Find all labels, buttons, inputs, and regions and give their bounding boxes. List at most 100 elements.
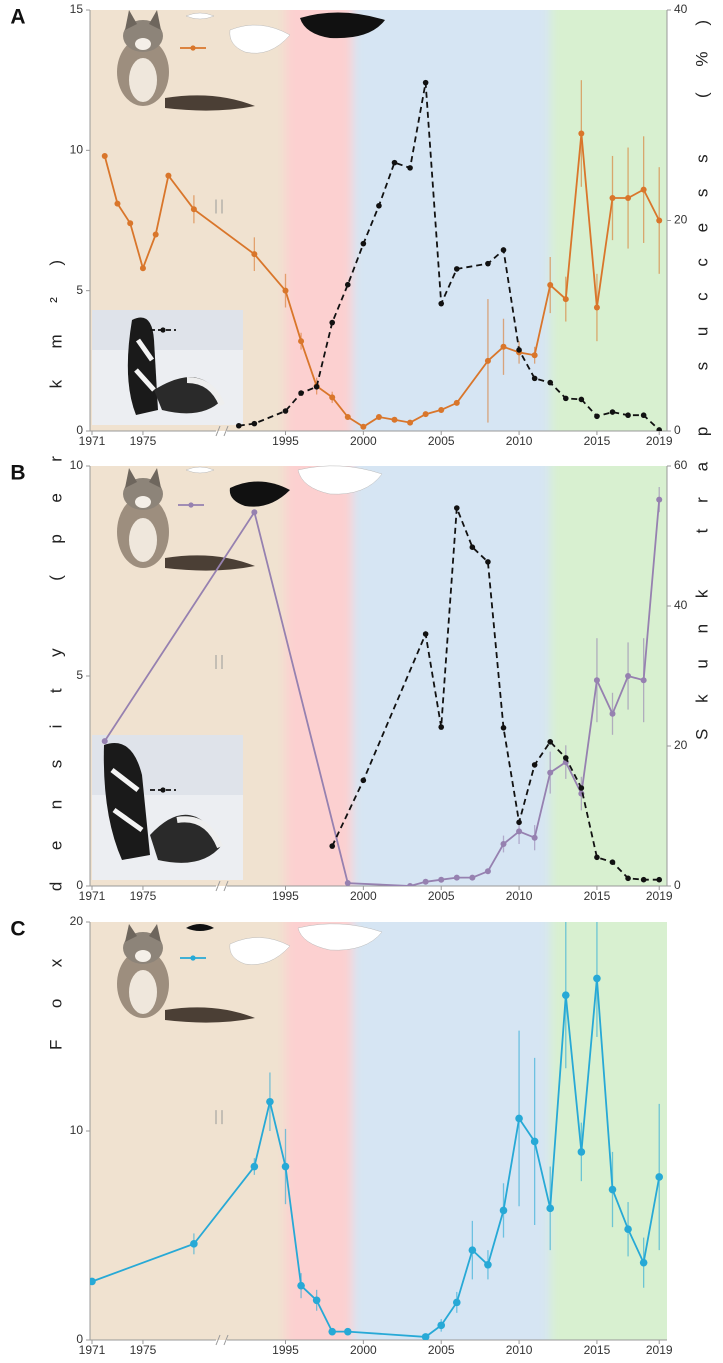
- data-point: [625, 673, 631, 679]
- x-tick-label: 1995: [272, 889, 299, 903]
- y-axis-label: Fox density (per km²): [46, 260, 65, 1050]
- data-point: [610, 859, 616, 865]
- panel-letter: C: [10, 918, 25, 941]
- data-point: [469, 1246, 477, 1254]
- legend-swatch-dot: [188, 502, 193, 507]
- panel-letter: B: [10, 462, 25, 485]
- data-point: [140, 265, 146, 271]
- data-point: [392, 160, 398, 166]
- y2-axis-label: Skunk trap success (%): [692, 20, 711, 740]
- data-point: [454, 875, 460, 881]
- data-point: [328, 1328, 336, 1336]
- data-point: [656, 218, 662, 224]
- x-tick-label: 2005: [428, 434, 455, 448]
- data-point: [127, 220, 133, 226]
- data-point: [191, 206, 197, 212]
- data-point: [624, 1225, 632, 1233]
- data-point: [438, 301, 444, 307]
- period-band: [352, 10, 550, 431]
- data-point: [114, 201, 120, 207]
- data-point: [423, 411, 429, 417]
- data-point: [485, 559, 491, 565]
- data-point: [298, 390, 304, 396]
- data-point: [453, 1299, 461, 1307]
- data-point: [345, 414, 351, 420]
- data-point: [547, 739, 553, 745]
- data-point: [547, 380, 553, 386]
- x-tick-label: 2010: [506, 434, 533, 448]
- data-point: [283, 288, 289, 294]
- y-tick-label: 0: [76, 423, 83, 437]
- x-tick-label: 2019: [646, 434, 673, 448]
- data-point: [563, 755, 569, 761]
- data-point: [610, 409, 616, 415]
- data-point: [236, 423, 242, 429]
- data-point: [532, 352, 538, 358]
- data-point: [345, 282, 351, 288]
- data-point: [102, 738, 108, 744]
- y2-tick-label: 0: [674, 878, 681, 892]
- x-tick-label: 1975: [130, 1343, 157, 1357]
- data-point: [609, 1186, 617, 1194]
- x-tick-label: 2005: [428, 1343, 455, 1357]
- skunk-photo: [92, 310, 243, 425]
- period-band: [550, 922, 687, 1340]
- data-point: [102, 153, 108, 159]
- data-point: [266, 1098, 274, 1106]
- x-tick-label: 2010: [506, 889, 533, 903]
- legend-swatch-dot: [190, 45, 195, 50]
- data-point: [641, 677, 647, 683]
- x-tick-label: 1995: [272, 1343, 299, 1357]
- x-tick-label: 1975: [130, 889, 157, 903]
- x-tick-label: 2000: [350, 889, 377, 903]
- data-point: [594, 305, 600, 311]
- data-point: [579, 397, 585, 403]
- y2-tick-label: 20: [674, 738, 688, 752]
- data-point: [329, 843, 335, 849]
- data-point: [532, 835, 538, 841]
- y2-tick-label: 20: [674, 213, 688, 227]
- data-point: [454, 400, 460, 406]
- x-tick-label: 2015: [584, 1343, 611, 1357]
- data-point: [501, 344, 507, 350]
- data-point: [656, 877, 662, 883]
- data-point: [282, 1163, 290, 1171]
- y2-tick-label: 60: [674, 458, 688, 472]
- data-point: [594, 677, 600, 683]
- data-point: [313, 1296, 321, 1304]
- data-point: [516, 347, 522, 353]
- skunk-photo: [92, 735, 243, 880]
- data-point: [546, 1205, 554, 1213]
- data-point: [407, 883, 413, 889]
- data-point: [500, 1207, 508, 1215]
- y-tick-label: 0: [76, 1332, 83, 1346]
- figure: A197119751995200020052010201520190510150…: [0, 0, 723, 1363]
- period-band: [286, 10, 353, 431]
- data-point: [594, 855, 600, 861]
- data-point: [593, 975, 601, 983]
- data-point: [485, 261, 491, 267]
- data-point: [153, 232, 159, 238]
- y-tick-label: 5: [76, 283, 83, 297]
- y-tick-label: 10: [70, 1123, 84, 1137]
- data-point: [251, 1163, 259, 1171]
- data-point: [454, 505, 460, 511]
- data-point: [578, 130, 584, 136]
- y-tick-label: 10: [70, 143, 84, 157]
- x-tick-label: 2015: [584, 889, 611, 903]
- data-point: [641, 412, 647, 418]
- data-point: [407, 165, 413, 171]
- data-point: [297, 1282, 305, 1290]
- x-tick-label: 1975: [130, 434, 157, 448]
- data-point: [190, 1240, 198, 1248]
- data-point: [501, 841, 507, 847]
- x-tick-label: 2019: [646, 1343, 673, 1357]
- data-point: [376, 414, 382, 420]
- data-point: [578, 1148, 586, 1156]
- x-tick-label: 2005: [428, 889, 455, 903]
- data-point: [392, 417, 398, 423]
- data-point: [655, 1173, 663, 1181]
- data-point: [423, 631, 429, 637]
- period-band: [550, 466, 687, 886]
- data-point: [438, 407, 444, 413]
